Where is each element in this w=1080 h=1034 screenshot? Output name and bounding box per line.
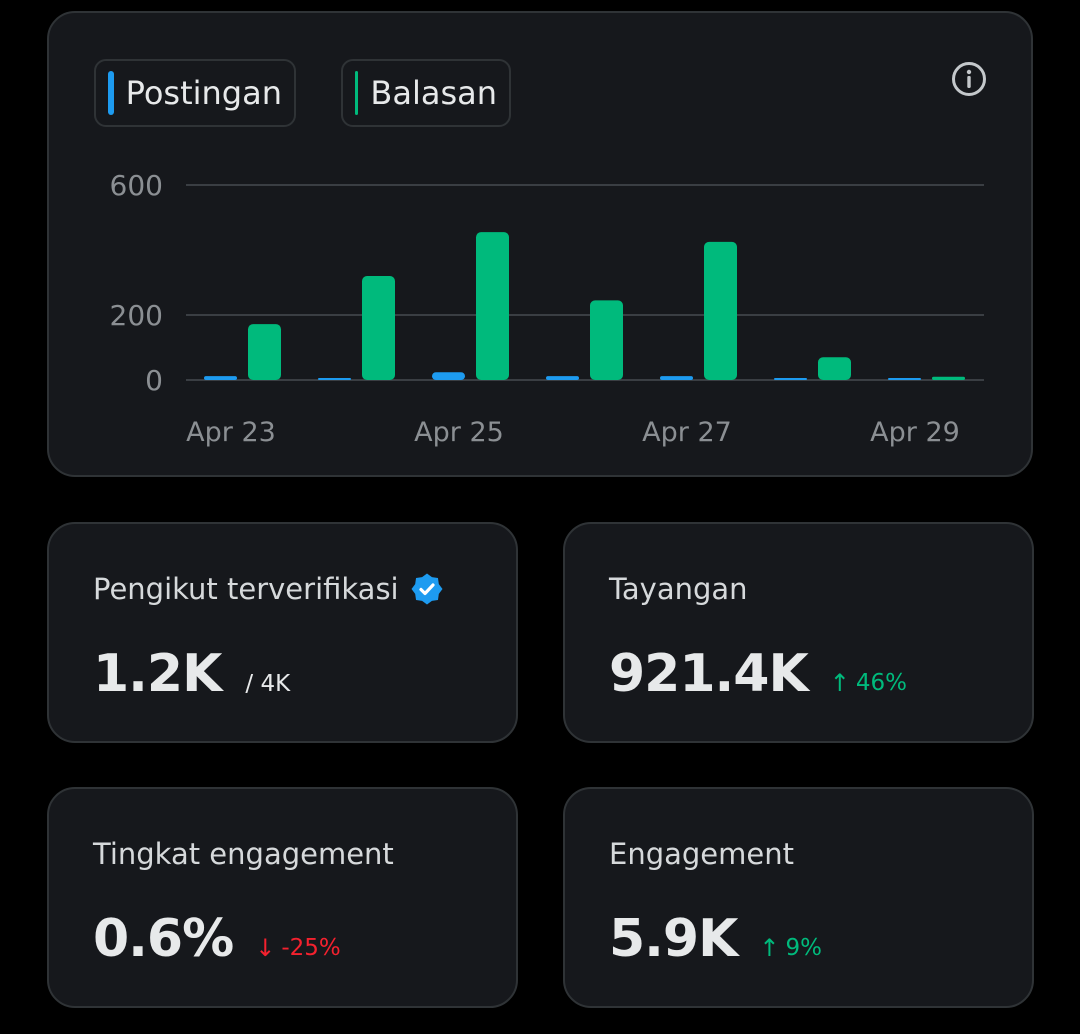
engagement-rate-value-row: 0.6% ↓ -25%	[93, 909, 341, 969]
bar-postingan[interactable]	[204, 376, 237, 380]
x-tick-label: Apr 23	[186, 417, 276, 448]
engagement-value-row: 5.9K ↑ 9%	[609, 909, 822, 969]
bar-balasan[interactable]	[362, 276, 395, 380]
engagement-title: Engagement	[609, 837, 794, 871]
bar-balasan[interactable]	[476, 232, 509, 380]
bar-postingan[interactable]	[774, 378, 807, 380]
views-value: 921.4K	[609, 644, 809, 704]
arrow-up-icon: ↑	[829, 669, 850, 697]
bar-postingan[interactable]	[432, 372, 465, 380]
views-card[interactable]: Tayangan 921.4K ↑ 46%	[563, 522, 1034, 743]
bar-balasan[interactable]	[818, 357, 851, 380]
postingan-color-swatch	[108, 71, 114, 115]
x-tick-label: Apr 27	[642, 417, 732, 448]
engagement-delta: ↑ 9%	[759, 934, 822, 962]
bar-postingan[interactable]	[546, 376, 579, 380]
balasan-color-swatch	[355, 71, 359, 115]
verified-followers-card[interactable]: Pengikut terverifikasi 1.2K / 4K	[47, 522, 518, 743]
views-title: Tayangan	[609, 572, 748, 606]
engagement-rate-delta: ↓ -25%	[255, 934, 341, 962]
views-value-row: 921.4K ↑ 46%	[609, 644, 907, 704]
y-tick-label: 0	[145, 364, 163, 397]
bar-balasan[interactable]	[248, 324, 281, 380]
bar-balasan[interactable]	[932, 376, 965, 380]
bar-postingan[interactable]	[318, 378, 351, 380]
views-delta-value: 46%	[855, 670, 908, 696]
bar-balasan[interactable]	[590, 300, 623, 380]
views-delta: ↑ 46%	[830, 669, 907, 697]
bar-chart: 0 200 600 Apr 23 Apr 25 Apr 27 Apr 29	[110, 169, 984, 448]
bar-postingan[interactable]	[888, 378, 921, 380]
y-tick-label: 200	[110, 299, 163, 332]
verified-followers-value-row: 1.2K / 4K	[93, 644, 290, 704]
verified-followers-title: Pengikut terverifikasi	[93, 572, 399, 606]
legend-toggle-postingan[interactable]: Postingan	[94, 59, 296, 127]
arrow-up-icon: ↑	[759, 934, 780, 962]
verified-followers-total: / 4K	[245, 671, 291, 697]
activity-chart-card: Postingan Balasan 0 200 600 Apr 23 Apr 25 Ap…	[47, 11, 1033, 477]
arrow-down-icon: ↓	[255, 934, 276, 962]
legend-balasan-label: Balasan	[370, 74, 497, 112]
legend-postingan-label: Postingan	[125, 74, 282, 112]
verified-badge-icon	[411, 573, 443, 605]
bar-postingan[interactable]	[660, 376, 693, 380]
verified-followers-value: 1.2K	[93, 644, 222, 704]
y-tick-label: 600	[110, 169, 163, 202]
engagement-rate-value: 0.6%	[93, 909, 234, 969]
x-tick-label: Apr 29	[870, 417, 960, 448]
info-icon[interactable]	[951, 61, 987, 97]
engagement-value: 5.9K	[609, 909, 738, 969]
engagement-card[interactable]: Engagement 5.9K ↑ 9%	[563, 787, 1034, 1008]
engagement-rate-delta-value: -25%	[281, 935, 341, 961]
engagement-rate-title: Tingkat engagement	[93, 837, 394, 871]
engagement-delta-value: 9%	[785, 935, 823, 961]
engagement-rate-card[interactable]: Tingkat engagement 0.6% ↓ -25%	[47, 787, 518, 1008]
bar-balasan[interactable]	[704, 241, 737, 380]
legend-toggle-balasan[interactable]: Balasan	[341, 59, 511, 127]
x-tick-label: Apr 25	[414, 417, 504, 448]
verified-followers-title-row: Pengikut terverifikasi	[93, 572, 443, 606]
